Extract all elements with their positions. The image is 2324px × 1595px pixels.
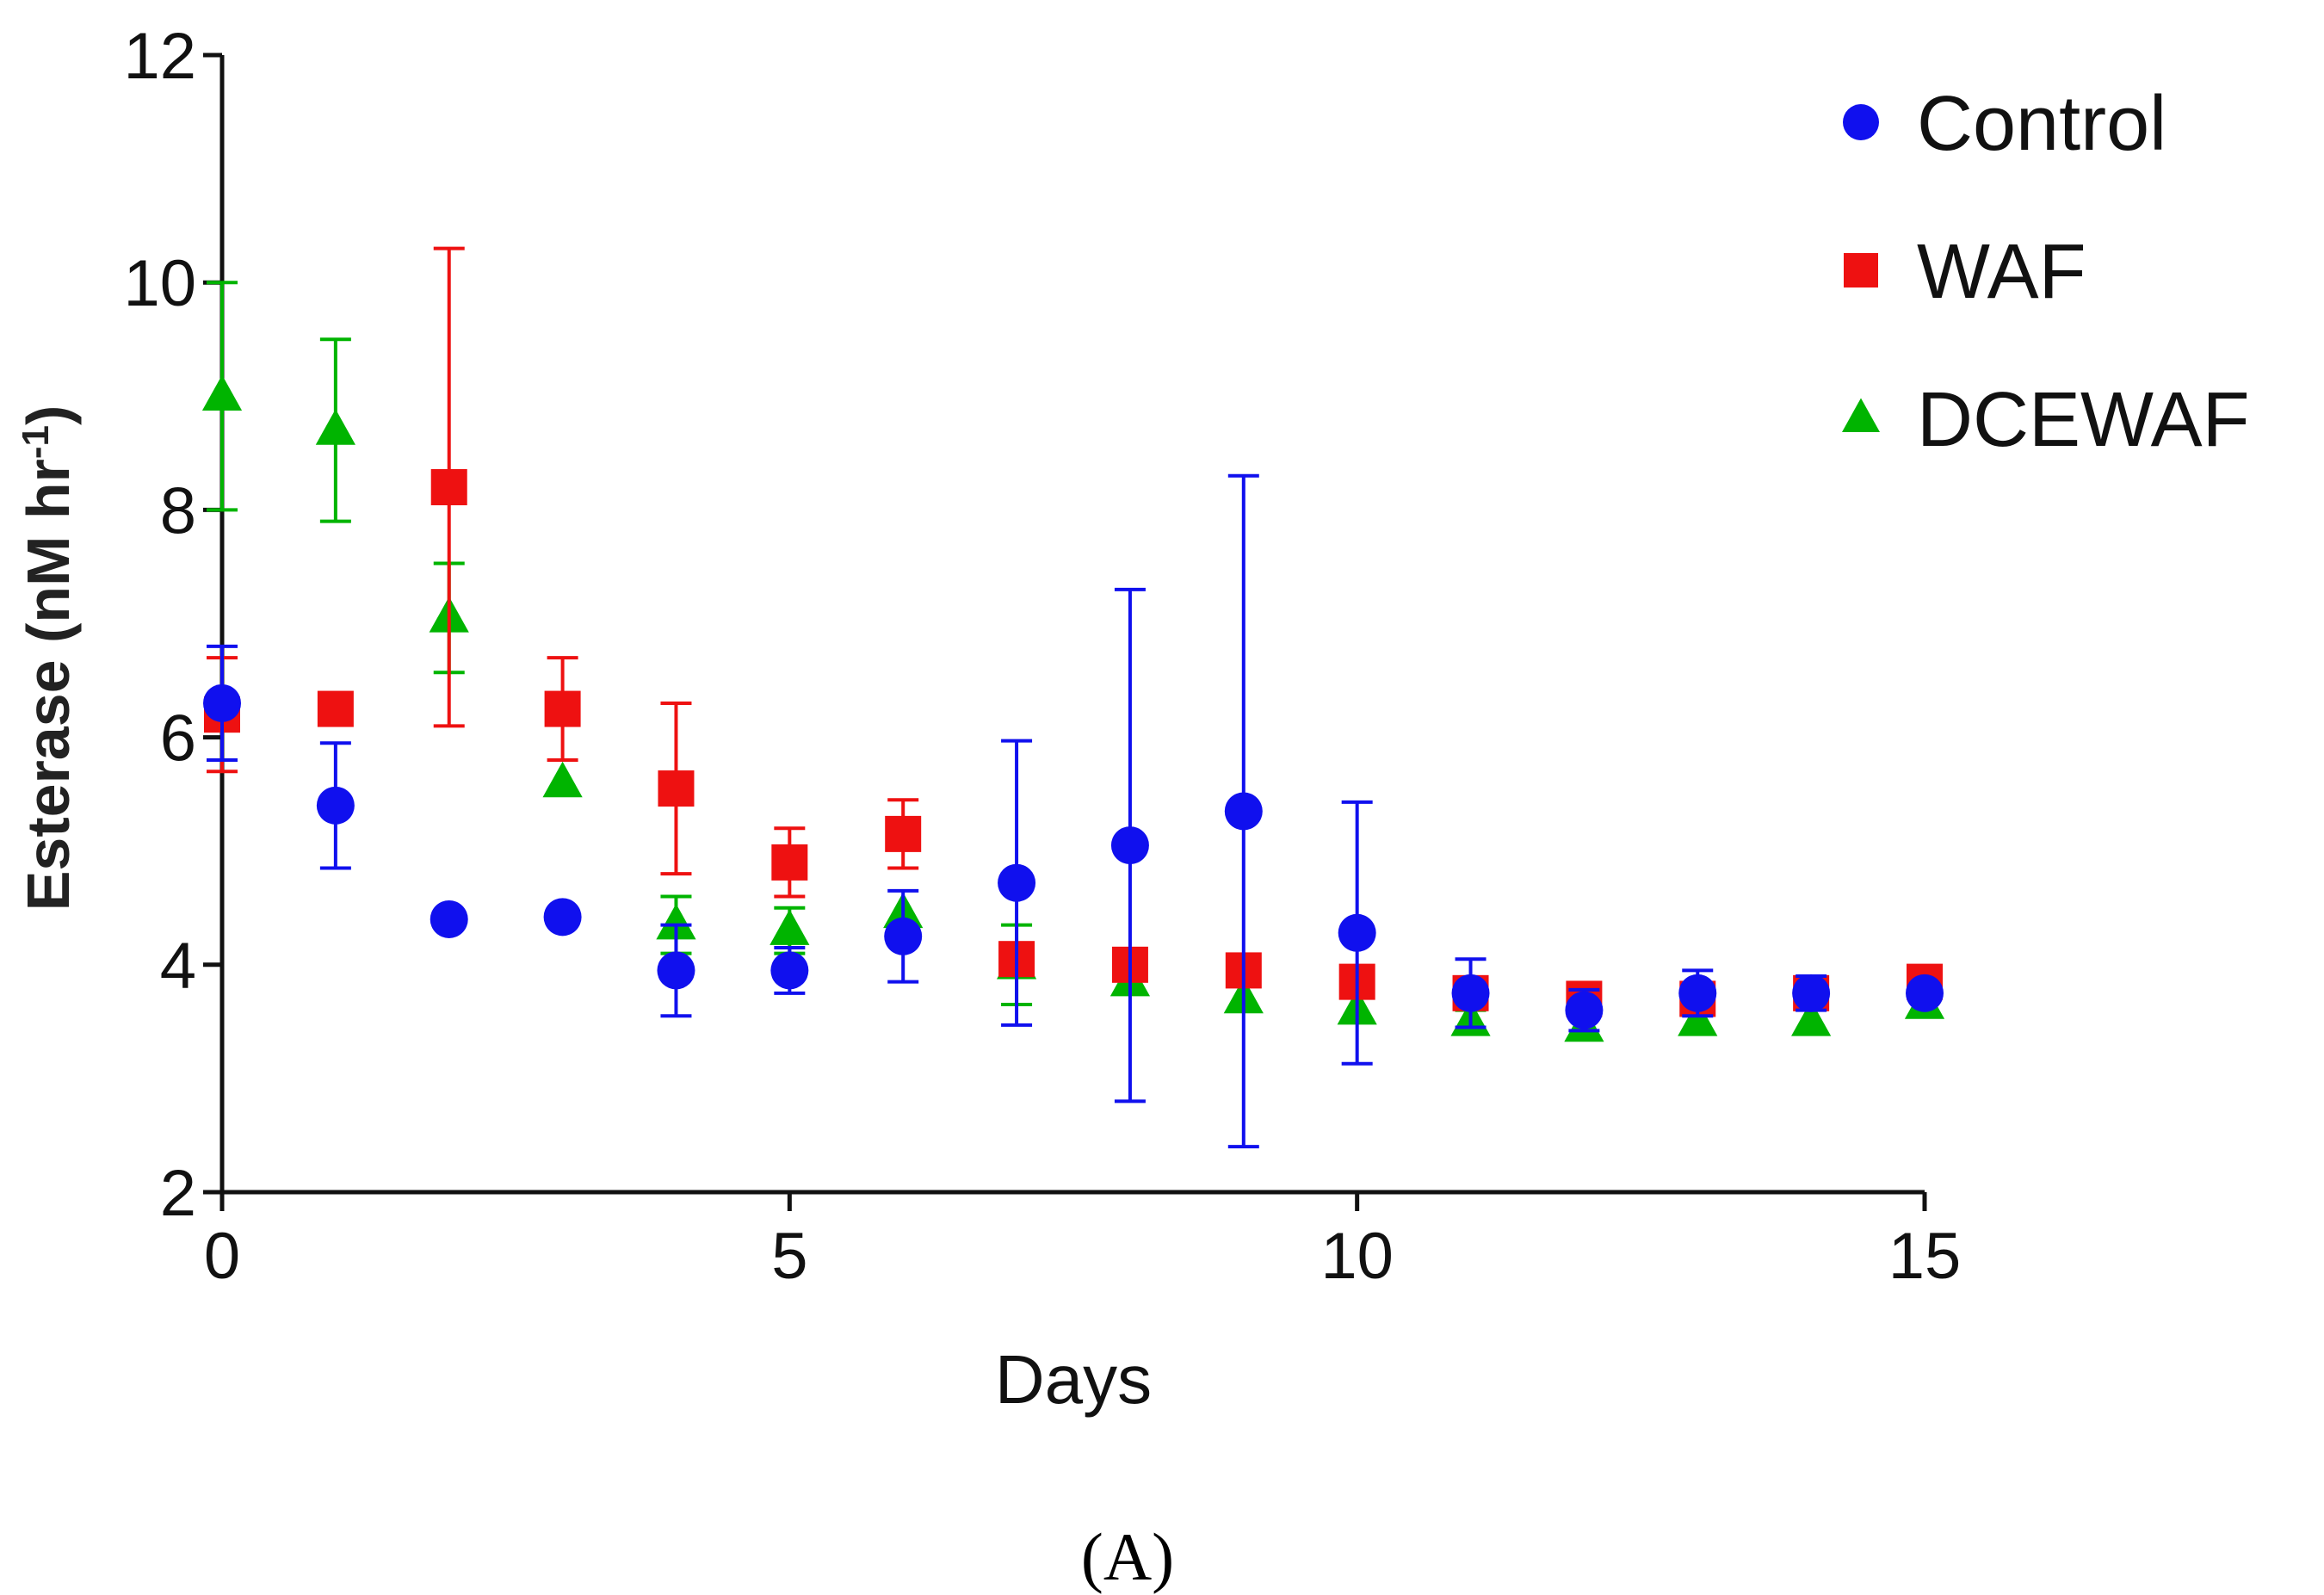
control-point — [1565, 991, 1604, 1029]
dcewaf-point — [656, 903, 696, 940]
legend-item-waf: WAF — [1844, 229, 2086, 315]
y-tick-label: 4 — [160, 930, 196, 1003]
panel-label: (A) — [1081, 1519, 1174, 1594]
legend-item-control: Control — [1843, 81, 2166, 167]
x-ticks: 0 5 10 15 — [204, 1192, 1961, 1293]
y-tick-label: 8 — [160, 474, 196, 547]
x-tick-label: 5 — [771, 1220, 807, 1293]
series-waf — [204, 246, 1943, 1017]
waf-point — [885, 815, 922, 852]
control-point — [316, 786, 355, 825]
waf-point — [430, 468, 467, 505]
control-point — [884, 917, 923, 955]
axes: 2 4 6 8 10 12 0 5 10 15 — [123, 20, 1961, 1293]
waf-point — [771, 844, 808, 881]
series-control — [203, 473, 1944, 1149]
x-tick-label: 10 — [1320, 1220, 1394, 1293]
dcewaf-point — [542, 761, 583, 798]
control-point — [430, 900, 468, 938]
dcewaf-point — [1791, 1000, 1832, 1036]
control-point — [1110, 826, 1149, 865]
legend-item-dcewaf: DCEWAF — [1842, 377, 2250, 463]
x-axis-title: Days — [995, 1341, 1152, 1418]
legend-label-control: Control — [1917, 81, 2166, 167]
control-point — [203, 683, 241, 722]
control-point — [1906, 974, 1944, 1012]
waf-point — [658, 770, 695, 807]
dcewaf-point — [1678, 1000, 1718, 1036]
y-axis-title-superscript: -1 — [15, 425, 57, 459]
x-tick-label: 15 — [1888, 1220, 1962, 1293]
control-point — [770, 951, 809, 990]
legend-marker-dcewaf — [1842, 398, 1880, 432]
waf-point — [544, 690, 581, 727]
y-tick-label: 12 — [123, 20, 196, 93]
control-point — [1678, 974, 1717, 1012]
y-tick-label: 6 — [160, 702, 196, 776]
y-axis-title-close: ) — [15, 405, 82, 425]
control-point — [1224, 792, 1263, 831]
y-axis-title: Esterase (nM hr-1) — [15, 405, 83, 912]
y-ticks: 2 4 6 8 10 12 — [123, 20, 222, 1230]
control-point — [998, 863, 1036, 902]
control-point — [543, 898, 582, 937]
dcewaf-point — [315, 409, 355, 445]
dcewaf-point — [770, 909, 810, 945]
control-point — [1451, 974, 1490, 1012]
control-point — [1792, 974, 1831, 1012]
control-point — [657, 951, 695, 990]
dcewaf-point — [201, 374, 243, 411]
legend-label-dcewaf: DCEWAF — [1917, 377, 2250, 463]
legend-marker-control — [1843, 104, 1879, 140]
y-tick-label: 10 — [123, 247, 196, 320]
x-tick-label: 0 — [204, 1220, 240, 1293]
y-axis-title-main: Esterase (nM hr — [15, 459, 82, 911]
series-layer — [201, 246, 1945, 1149]
control-point — [1338, 913, 1376, 952]
legend: Control WAF DCEWAF — [1842, 81, 2250, 463]
y-tick-label: 2 — [160, 1157, 196, 1230]
legend-marker-waf — [1844, 253, 1878, 287]
legend-label-waf: WAF — [1917, 229, 2086, 315]
waf-point — [317, 690, 354, 727]
